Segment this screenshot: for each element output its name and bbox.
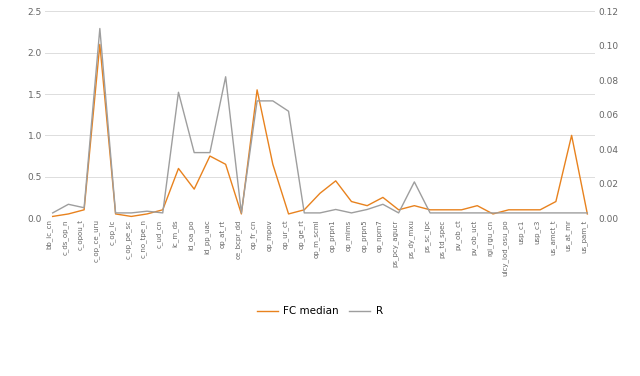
FC median <box>253 88 261 92</box>
FC median <box>175 166 182 171</box>
FC median <box>584 212 591 216</box>
R <box>410 180 418 184</box>
R <box>442 211 450 215</box>
FC median <box>332 179 340 183</box>
R <box>316 211 324 215</box>
FC median <box>285 212 292 216</box>
Legend: FC median, R: FC median, R <box>253 302 387 320</box>
FC median <box>222 162 230 167</box>
R <box>237 211 245 215</box>
FC median <box>269 162 276 167</box>
FC median <box>80 208 88 212</box>
R <box>143 209 151 214</box>
R <box>568 211 575 215</box>
FC median <box>49 214 56 219</box>
FC median <box>206 154 214 158</box>
R <box>364 207 371 212</box>
R <box>175 90 182 94</box>
R <box>520 211 528 215</box>
FC median <box>65 212 72 216</box>
FC median <box>96 42 104 47</box>
R <box>253 99 261 103</box>
Line: FC median: FC median <box>52 44 588 217</box>
FC median <box>348 199 355 204</box>
FC median <box>442 208 450 212</box>
FC median <box>395 208 403 212</box>
FC median <box>190 187 198 191</box>
R <box>536 211 544 215</box>
R <box>285 109 292 114</box>
R <box>96 26 104 31</box>
FC median <box>364 203 371 208</box>
R <box>489 211 497 215</box>
FC median <box>568 133 575 138</box>
R <box>269 99 276 103</box>
FC median <box>474 203 481 208</box>
R <box>379 202 387 206</box>
R <box>222 74 230 79</box>
FC median <box>489 212 497 216</box>
R <box>300 211 308 215</box>
R <box>206 150 214 155</box>
R <box>552 211 560 215</box>
R <box>127 211 135 215</box>
FC median <box>159 208 166 212</box>
R <box>112 211 120 215</box>
FC median <box>379 195 387 200</box>
FC median <box>505 208 513 212</box>
R <box>426 211 434 215</box>
R <box>505 211 513 215</box>
R <box>49 211 56 215</box>
FC median <box>410 203 418 208</box>
FC median <box>520 208 528 212</box>
R <box>332 207 340 212</box>
FC median <box>112 212 120 216</box>
R <box>395 211 403 215</box>
FC median <box>316 191 324 196</box>
R <box>65 202 72 206</box>
FC median <box>300 208 308 212</box>
R <box>584 211 591 215</box>
FC median <box>127 214 135 219</box>
FC median <box>458 208 465 212</box>
Line: R: R <box>52 29 588 213</box>
FC median <box>143 212 151 216</box>
FC median <box>426 208 434 212</box>
R <box>159 211 166 215</box>
FC median <box>552 199 560 204</box>
R <box>80 206 88 210</box>
FC median <box>237 212 245 216</box>
R <box>474 211 481 215</box>
R <box>348 211 355 215</box>
R <box>190 150 198 155</box>
R <box>458 211 465 215</box>
FC median <box>536 208 544 212</box>
